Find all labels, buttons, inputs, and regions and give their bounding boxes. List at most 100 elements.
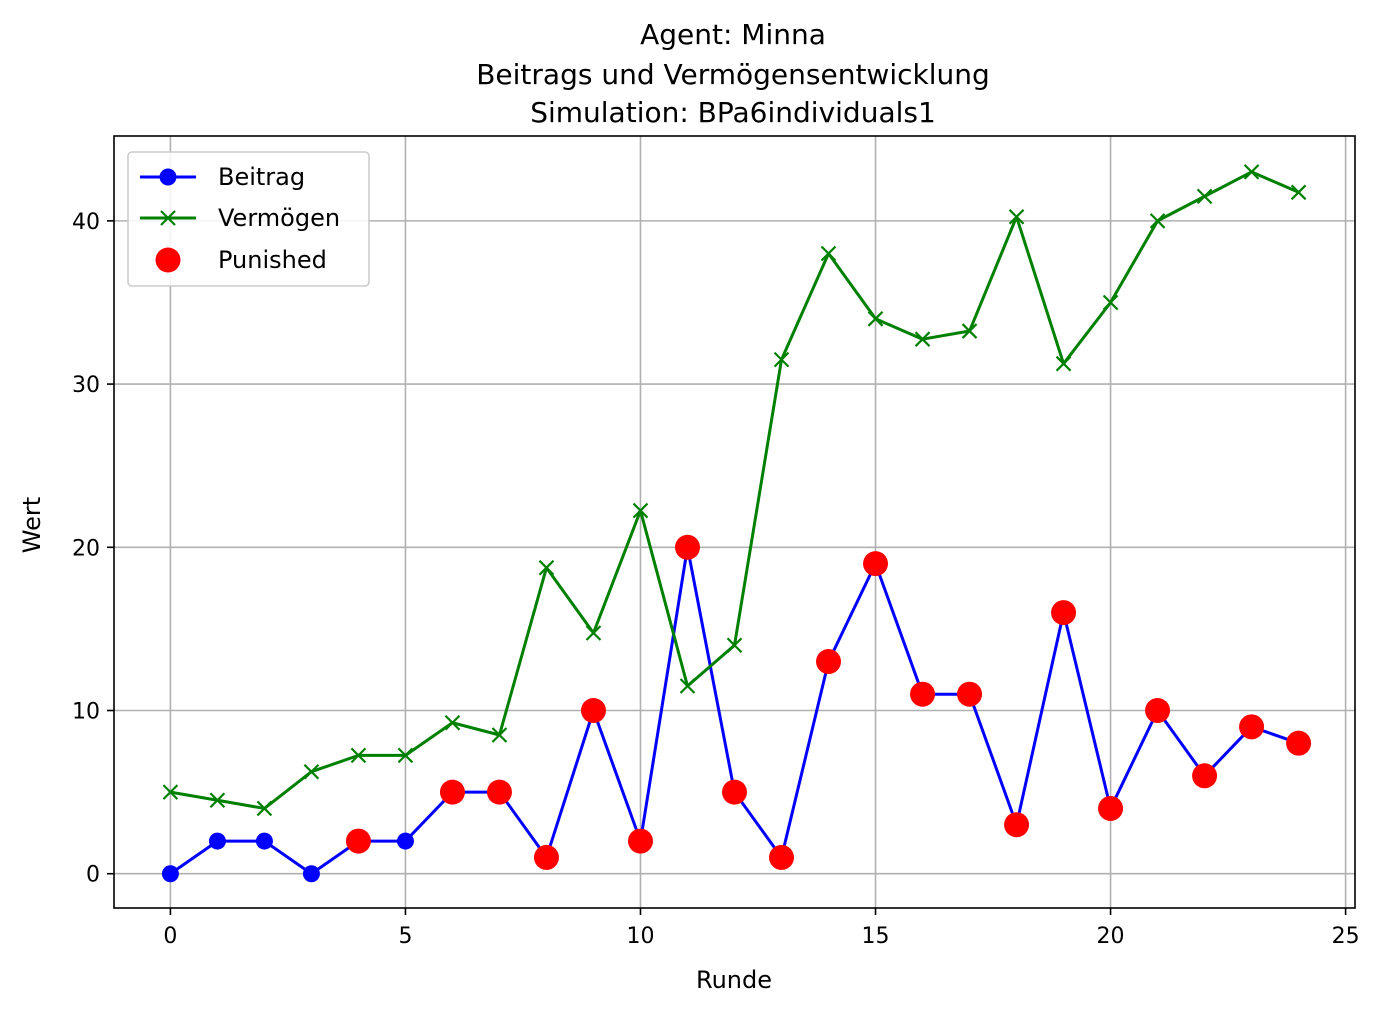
x-marker-stroke	[397, 747, 414, 764]
legend-label: Beitrag	[218, 163, 305, 191]
title-line-1: Agent: Minna	[640, 18, 826, 51]
punished-point	[1051, 600, 1077, 626]
verm-gen-point	[162, 784, 179, 800]
verm-gen-point	[1243, 164, 1260, 180]
verm-gen-point	[444, 714, 461, 731]
x-marker-stroke	[160, 210, 176, 226]
y-tick-label: 10	[72, 700, 100, 725]
beitrag-point	[302, 865, 320, 883]
y-axis-label: Wert	[18, 497, 46, 553]
punished-point	[439, 779, 465, 805]
punished-point	[580, 698, 606, 724]
legend-swatch-marker	[159, 168, 177, 186]
punished-point	[769, 844, 795, 870]
verm-gen-point	[1055, 355, 1072, 372]
punished-point	[910, 681, 936, 707]
verm-gen-point	[303, 763, 320, 780]
punished-point	[1239, 714, 1265, 740]
verm-gen-point	[585, 625, 602, 641]
verm-gen-point	[491, 727, 508, 743]
verm-gen-point	[820, 245, 837, 262]
verm-gen-point	[256, 800, 273, 817]
x-marker-stroke	[538, 559, 555, 576]
punished-point	[345, 828, 371, 854]
beitrag-point	[255, 832, 273, 850]
legend-label: Vermögen	[218, 204, 340, 232]
x-marker-stroke	[350, 747, 367, 764]
verm-gen-point	[1008, 209, 1025, 225]
verm-gen-point	[1149, 213, 1166, 229]
verm-gen-point	[350, 747, 367, 764]
x-marker-stroke	[1196, 188, 1213, 205]
x-marker-stroke	[303, 763, 320, 780]
x-marker-stroke	[961, 323, 978, 339]
punished-point	[1098, 795, 1124, 821]
punished-scatter	[345, 534, 1312, 870]
x-marker-stroke	[585, 625, 602, 641]
verm-gen-point	[961, 323, 978, 339]
legend-swatch-marker	[155, 247, 181, 273]
x-tick-label: 5	[398, 924, 412, 949]
punished-point	[1192, 763, 1218, 789]
y-tick-label: 20	[72, 536, 100, 561]
legend-label: Punished	[218, 246, 327, 274]
x-marker-stroke	[679, 678, 696, 694]
verm-gen-point	[726, 637, 743, 654]
punished-point	[863, 551, 889, 577]
x-tick-label: 20	[1097, 924, 1125, 949]
x-marker-stroke	[491, 727, 508, 743]
x-marker-stroke	[867, 311, 884, 327]
punished-point	[816, 649, 842, 675]
verm-gen-point	[632, 502, 649, 519]
punished-point	[1004, 812, 1030, 838]
punished-point	[1145, 698, 1171, 724]
verm-gen-point	[538, 559, 555, 576]
x-marker-stroke	[1243, 164, 1260, 180]
x-marker-stroke	[914, 331, 931, 347]
x-marker-stroke	[632, 502, 649, 519]
verm-gen-point	[914, 331, 931, 347]
punished-point	[486, 779, 512, 805]
legend-swatch-marker	[160, 210, 176, 226]
y-tick-label: 40	[72, 210, 100, 235]
x-marker-stroke	[1102, 294, 1119, 311]
verm-gen-point	[1290, 184, 1307, 201]
verm-gen-point	[773, 351, 790, 368]
verm-gen-point	[209, 792, 226, 809]
punished-point	[1286, 730, 1312, 756]
x-marker-stroke	[1008, 209, 1025, 225]
axis-ticks: 0 5 10 15 20 25 0 10 20 30 40	[72, 210, 1360, 949]
beitrag-point	[208, 832, 226, 850]
legend-entry-beitrag: Beitrag	[140, 163, 305, 191]
beitrag-point	[396, 832, 414, 850]
title-line-3: Simulation: BPa6individuals1	[530, 96, 936, 129]
x-tick-label: 15	[862, 924, 890, 949]
plot-frame	[113, 135, 1356, 909]
punished-point	[533, 844, 559, 870]
punished-point	[674, 534, 700, 560]
legend-entry-punished: Punished	[155, 246, 327, 274]
x-marker-stroke	[726, 637, 743, 654]
x-marker-stroke	[209, 792, 226, 809]
verm-gen-point	[1196, 188, 1213, 205]
y-tick-label: 30	[72, 373, 100, 398]
x-marker-stroke	[1290, 184, 1307, 201]
x-axis-label: Runde	[696, 966, 772, 994]
title-line-2: Beitrags und Vermögensentwicklung	[476, 58, 990, 91]
chart-title: Agent: Minna Beitrags und Vermögensentwi…	[476, 18, 990, 129]
legend-entry-vermoegen: Vermögen	[140, 204, 340, 232]
x-marker-stroke	[162, 784, 179, 800]
x-marker-stroke	[444, 714, 461, 731]
x-marker-stroke	[1055, 355, 1072, 372]
punished-point	[722, 779, 747, 805]
punished-point	[957, 681, 983, 707]
verm-gen-point	[679, 678, 696, 694]
y-tick-label: 0	[86, 863, 100, 888]
x-tick-label: 10	[626, 924, 654, 949]
legend: Beitrag Vermögen Punished	[127, 151, 370, 287]
x-tick-label: 25	[1332, 924, 1360, 949]
beitrag-point	[161, 865, 179, 883]
legend-box	[127, 151, 370, 287]
x-marker-stroke	[820, 245, 837, 262]
